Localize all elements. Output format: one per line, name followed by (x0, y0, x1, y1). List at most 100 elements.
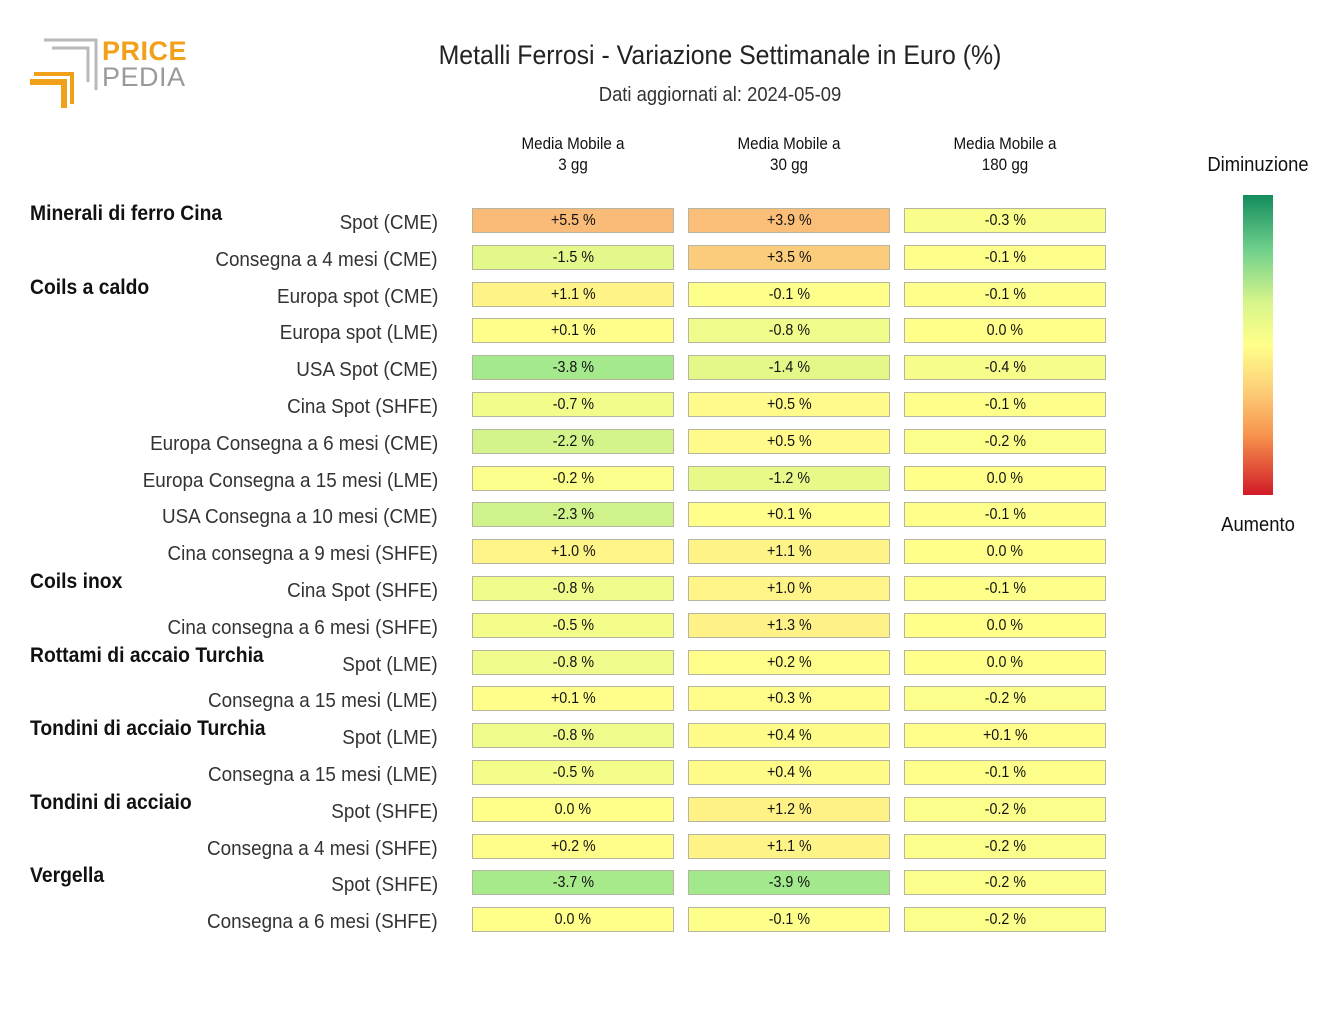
row-label: Consegna a 6 mesi (SHFE) (207, 910, 438, 934)
heatmap-cell: +0.2 % (688, 649, 890, 675)
row-label: Spot (CME) (339, 211, 438, 234)
heatmap-cell: +0.1 % (688, 502, 890, 528)
heatmap-cell: -0.5 % (472, 612, 674, 638)
cell-value: +0.1 % (982, 727, 1028, 745)
pricepedia-logo: PRICE PEDIA (30, 38, 190, 108)
cell-value: +0.2 % (550, 837, 596, 855)
heatmap-cell: +1.2 % (688, 796, 890, 822)
heatmap-cell: -0.2 % (904, 796, 1106, 822)
heatmap-cell: -0.1 % (904, 392, 1106, 417)
legend-color-bar (1243, 195, 1273, 495)
cell-value: -0.1 % (984, 764, 1026, 781)
row-label: Cina Spot (SHFE) (287, 395, 438, 418)
row-label: Spot (LME) (342, 652, 438, 676)
cell-value: -3.8 % (552, 359, 594, 377)
heatmap-cell: -0.2 % (904, 428, 1106, 454)
heatmap-cell: -0.1 % (904, 576, 1106, 601)
cell-value: -0.8 % (552, 580, 594, 597)
heatmap-cell: -0.2 % (904, 870, 1106, 896)
cell-value: -0.1 % (768, 911, 810, 929)
cell-value: +0.5 % (766, 432, 812, 450)
heatmap-cell: +1.0 % (688, 576, 890, 601)
row-label: Europa Consegna a 6 mesi (CME) (149, 431, 438, 455)
row-label: Spot (LME) (342, 726, 438, 750)
heatmap-cell: +3.9 % (688, 208, 890, 233)
logo-mark-icon (30, 38, 98, 108)
heatmap-cell: +0.2 % (472, 833, 674, 859)
table-row: Consegna a 6 mesi (SHFE) 0.0 % -0.1 % -0.2 … (0, 907, 1320, 944)
cell-value: +1.1 % (766, 837, 812, 855)
heatmap-cell: -0.5 % (472, 760, 674, 785)
table-row: Cina Spot (SHFE) -0.7 % +0.5 % -0.1 % (0, 392, 1320, 429)
heatmap-cell: -3.9 % (688, 870, 890, 896)
cell-value: +0.1 % (766, 506, 812, 524)
heatmap-cell: -0.2 % (904, 907, 1106, 933)
row-label: USA Consegna a 10 mesi (CME) (162, 505, 438, 529)
heatmap-cell: -1.2 % (688, 465, 890, 491)
table-row: Vergella Spot (SHFE) -3.7 % -3.9 % -0.2 % (0, 864, 1320, 907)
cell-value: +1.2 % (766, 800, 812, 818)
row-label: Consegna a 15 mesi (LME) (208, 689, 438, 713)
cell-value: 0.0 % (554, 800, 592, 818)
heatmap-cell: +3.5 % (688, 244, 890, 270)
cell-value: +0.3 % (766, 690, 812, 708)
logo-word-price: PRICE (102, 36, 188, 66)
cell-value: -0.2 % (984, 690, 1026, 708)
chart-subtitle: Dati aggiornati al: 2024-05-09 (598, 84, 842, 106)
legend-bottom-label: Aumento (1221, 514, 1295, 536)
heatmap-cell: -0.8 % (472, 723, 674, 749)
heatmap-cell: +1.1 % (472, 281, 674, 307)
cell-value: -2.3 % (552, 506, 594, 524)
heatmap-cell: +1.3 % (688, 612, 890, 638)
column-header-line1: Media Mobile a (953, 135, 1057, 153)
cell-value: +0.1 % (550, 322, 596, 340)
heatmap-cell: -0.1 % (688, 281, 890, 307)
cell-value: -0.2 % (984, 800, 1026, 818)
cell-value: +1.1 % (766, 543, 812, 561)
heatmap-cell: -0.1 % (904, 244, 1106, 270)
table-row: Europa spot (LME) +0.1 % -0.8 % 0.0 % (0, 318, 1320, 355)
heatmap-cell: -0.2 % (904, 686, 1106, 712)
row-label: Spot (SHFE) (331, 799, 438, 823)
table-row: Consegna a 15 mesi (LME) -0.5 % +0.4 % -0.1… (0, 760, 1320, 797)
row-label: Cina Spot (SHFE) (287, 579, 438, 602)
table-row: Coils a caldo Europa spot (CME) +1.1 % -0.1… (0, 276, 1320, 319)
table-row: Cina consegna a 9 mesi (SHFE) +1.0 % +1.1 … (0, 539, 1320, 576)
cell-value: -0.3 % (984, 212, 1026, 229)
group-label: Tondini di acciaio Turchia (30, 717, 266, 741)
cell-value: -0.8 % (768, 322, 810, 340)
row-label: USA Spot (CME) (296, 358, 438, 382)
heatmap-cell: +1.1 % (688, 539, 890, 565)
heatmap-cell: -0.4 % (904, 355, 1106, 381)
heatmap-cell: 0.0 % (904, 539, 1106, 565)
heatmap-cell: +0.1 % (904, 723, 1106, 749)
heatmap-cell: -0.7 % (472, 392, 674, 417)
cell-value: +1.0 % (766, 580, 812, 597)
row-label: Cina consegna a 6 mesi (SHFE) (167, 615, 438, 639)
heatmap-cell: -0.2 % (904, 833, 1106, 859)
cell-value: -0.7 % (552, 396, 594, 413)
cell-value: -3.9 % (768, 874, 810, 892)
cell-value: 0.0 % (554, 911, 592, 929)
heatmap-cell: -0.8 % (688, 318, 890, 344)
heatmap-cell: +0.1 % (472, 318, 674, 344)
table-row: Tondini di acciaio Spot (SHFE) 0.0 % +1.2 %… (0, 791, 1320, 834)
cell-value: +0.4 % (766, 764, 812, 781)
heatmap-cell: -0.1 % (904, 502, 1106, 528)
heatmap-cell: 0.0 % (904, 465, 1106, 491)
logo-word-pedia: PEDIA (102, 62, 186, 92)
row-label: Cina consegna a 9 mesi (SHFE) (167, 542, 438, 566)
cell-value: -0.8 % (552, 653, 594, 671)
cell-value: -0.2 % (552, 469, 594, 487)
column-header-line2: 3 gg (558, 156, 588, 174)
heatmap-cell: -0.1 % (904, 760, 1106, 785)
cell-value: +1.3 % (766, 616, 812, 634)
group-label: Rottami di accaio Turchia (30, 643, 264, 667)
table-row: Rottami di accaio Turchia Spot (LME) -0.8 … (0, 644, 1320, 687)
heatmap-cell: +5.5 % (472, 208, 674, 233)
table-row: Coils inox Cina Spot (SHFE) -0.8 % +1.0 % -0… (0, 570, 1320, 613)
cell-value: -0.1 % (984, 285, 1026, 303)
row-label: Europa Consegna a 15 mesi (LME) (142, 468, 438, 492)
row-label: Consegna a 4 mesi (CME) (215, 247, 438, 271)
heatmap-cell: -0.8 % (472, 576, 674, 601)
